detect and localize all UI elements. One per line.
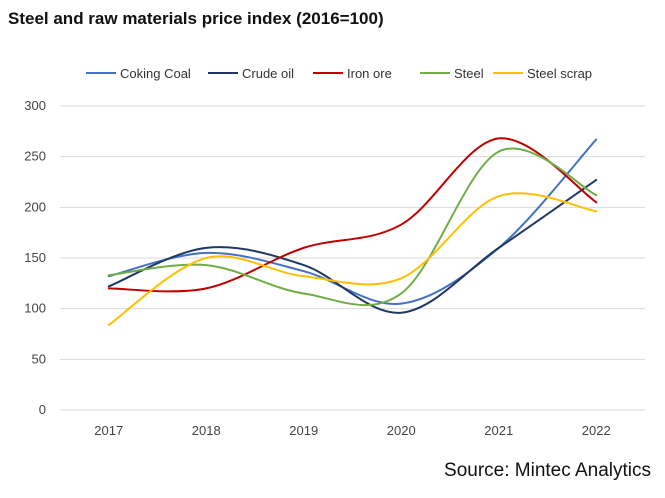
x-tick-label: 2022 xyxy=(582,423,611,438)
series-lines xyxy=(107,137,598,326)
x-tick-label: 2021 xyxy=(484,423,513,438)
y-tick-label: 0 xyxy=(39,402,46,417)
chart-title: Steel and raw materials price index (201… xyxy=(8,9,384,28)
y-tick-label: 250 xyxy=(24,149,46,164)
source-note: Source: Mintec Analytics xyxy=(444,460,651,481)
series-line-iron-ore xyxy=(107,137,598,293)
x-tick-label: 2020 xyxy=(387,423,416,438)
y-tick-label: 300 xyxy=(24,98,46,113)
legend: Coking Coal Crude oil Iron ore Steel Steel s… xyxy=(86,66,592,81)
x-tick-label: 2018 xyxy=(192,423,221,438)
y-axis-ticks: 0 50 100 150 200 250 300 xyxy=(24,98,46,417)
legend-label-iron-ore: Iron ore xyxy=(347,66,392,81)
x-tick-label: 2017 xyxy=(94,423,123,438)
x-tick-label: 2019 xyxy=(289,423,318,438)
legend-label-steel-scrap: Steel scrap xyxy=(527,66,592,81)
y-tick-label: 100 xyxy=(24,301,46,316)
y-tick-label: 150 xyxy=(24,250,46,265)
x-axis-ticks: 2017 2018 2019 2020 2021 2022 xyxy=(94,423,610,438)
y-tick-label: 200 xyxy=(24,199,46,214)
series-line-steel xyxy=(107,147,598,307)
legend-label-coking-coal: Coking Coal xyxy=(120,66,191,81)
legend-label-crude-oil: Crude oil xyxy=(242,66,294,81)
gridlines xyxy=(60,105,645,411)
series-line-crude-oil xyxy=(107,178,598,314)
y-tick-label: 50 xyxy=(32,351,46,366)
legend-label-steel: Steel xyxy=(454,66,484,81)
series-line-steel-scrap xyxy=(107,192,598,326)
series-line-coking-coal xyxy=(107,138,598,305)
